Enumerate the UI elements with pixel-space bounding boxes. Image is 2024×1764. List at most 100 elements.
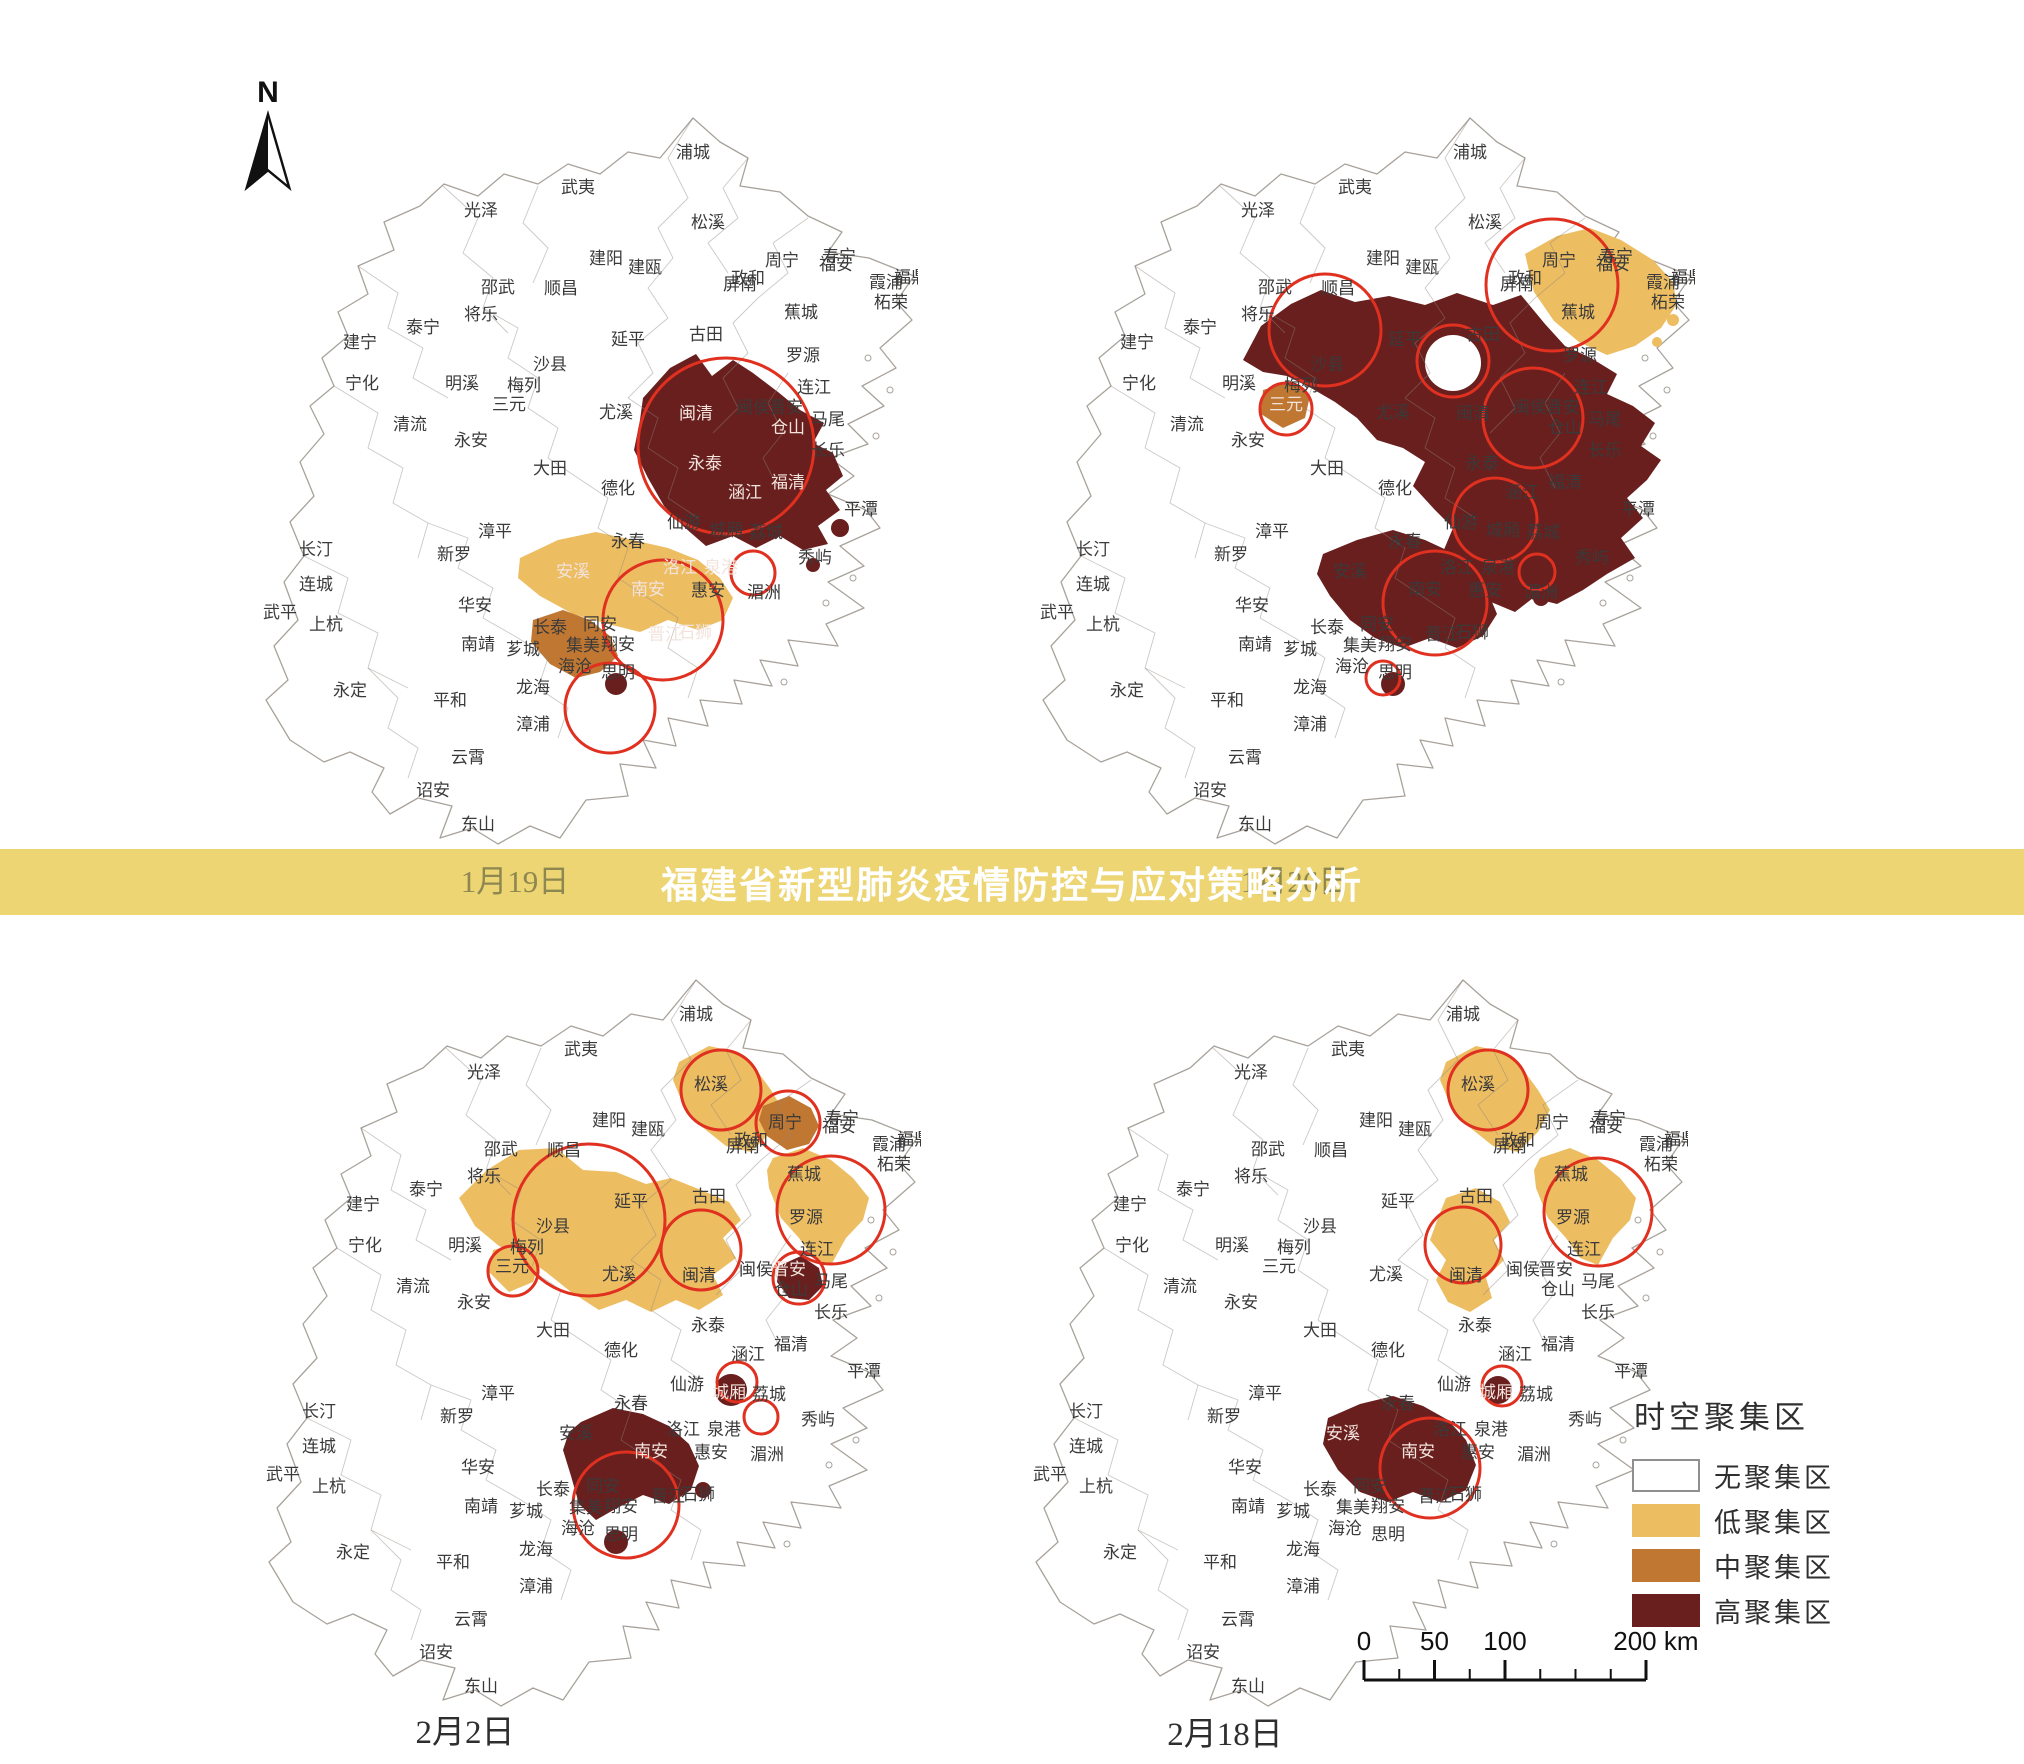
- county-label: 晋江: [1418, 1487, 1452, 1506]
- county-border-line: [1354, 477, 1426, 599]
- county-border-line: [1294, 637, 1346, 739]
- county-label: 柘荣: [1644, 1155, 1678, 1174]
- county-label: 沙县: [1303, 1217, 1337, 1236]
- county-label: 光泽: [464, 201, 498, 220]
- county-label: 同安: [586, 1477, 620, 1496]
- county-label: 寿宁: [1592, 1109, 1626, 1128]
- cluster-blob-low: [1534, 1148, 1636, 1265]
- county-border-line: [442, 185, 509, 334]
- county-label: 晋安: [1539, 1260, 1573, 1279]
- county-label: 罗源: [789, 1208, 823, 1227]
- county-label: 蕉城: [1561, 303, 1595, 322]
- county-border-line: [1299, 185, 1326, 284]
- county-label: 诏安: [419, 1643, 453, 1662]
- legend-item-label: 中聚集区: [1714, 1553, 1834, 1583]
- county-label: 光泽: [1234, 1063, 1268, 1082]
- county-border-line: [370, 1529, 422, 1641]
- province-outline: [268, 979, 918, 1707]
- cluster-circle: [486, 1244, 540, 1298]
- county-label: 政和: [1508, 269, 1542, 288]
- cluster-circle: [1451, 476, 1539, 564]
- county-border-line: [1532, 1234, 1559, 1351]
- legend-item-label: 高聚集区: [1714, 1598, 1834, 1628]
- county-border-line: [445, 1047, 512, 1196]
- county-label: 延平: [614, 1192, 648, 1211]
- county-label: 建阳: [1366, 249, 1400, 268]
- county-label: 将乐: [1241, 305, 1275, 324]
- county-label: 安溪: [559, 1424, 593, 1443]
- island-dot: [1641, 354, 1649, 362]
- county-label: 梅列: [507, 376, 541, 395]
- county-label: 连江: [1567, 1240, 1601, 1259]
- county-label: 闽侯: [736, 398, 770, 417]
- county-label: 云霄: [454, 1610, 488, 1629]
- county-label: 南安: [634, 1442, 668, 1461]
- county-label: 城厢: [709, 521, 743, 540]
- county-label: 龙海: [516, 678, 550, 697]
- county-label: 大田: [533, 459, 567, 478]
- cluster-blob-high: [1317, 530, 1497, 648]
- county-label: 寿宁: [825, 1109, 859, 1128]
- county-label: 长汀: [1069, 1402, 1103, 1421]
- county-label: 邵武: [481, 278, 515, 297]
- county-label: 集美: [566, 636, 600, 655]
- legend-item-label: 无聚集区: [1714, 1463, 1834, 1493]
- county-label: 长汀: [299, 540, 333, 559]
- county-border-line: [1127, 1127, 1219, 1261]
- county-label: 龙海: [1286, 1540, 1320, 1559]
- county-label: 南安: [631, 580, 665, 599]
- county-label: 古田: [689, 325, 723, 344]
- cluster-blob-low: [518, 532, 733, 632]
- island-dot: [1642, 1294, 1650, 1302]
- county-label: 永定: [1110, 681, 1144, 700]
- county-label: 平和: [433, 691, 467, 710]
- county-border-line: [660, 979, 697, 1121]
- county-label: 马尾: [1581, 1272, 1615, 1291]
- cluster-blob-mid: [759, 1096, 819, 1150]
- county-label: 清流: [393, 415, 427, 434]
- legend-swatch: [1632, 1459, 1700, 1492]
- county-label: 福鼎: [1664, 1130, 1688, 1149]
- county-label: 闽侯: [1513, 398, 1547, 417]
- county-label: 武夷: [561, 178, 595, 197]
- county-label: 大田: [1310, 459, 1344, 478]
- county-label: 仙游: [670, 1375, 704, 1394]
- county-border-line: [306, 1417, 412, 1551]
- county-border-line: [1110, 385, 1206, 559]
- county-label: 诏安: [1193, 781, 1227, 800]
- cluster-blob-high: [605, 673, 627, 695]
- county-label: 福清: [1541, 1335, 1575, 1354]
- county-border-line: [1212, 1047, 1279, 1196]
- cluster-blob-high: [831, 519, 849, 537]
- county-label: 惠安: [1468, 581, 1502, 600]
- county-label: 长泰: [533, 618, 567, 637]
- county-label: 连江: [800, 1240, 834, 1259]
- county-label: 秀屿: [801, 1410, 835, 1429]
- county-label: 永泰: [1465, 454, 1499, 473]
- county-label: 宁化: [348, 1236, 382, 1255]
- county-label: 集美: [569, 1498, 603, 1517]
- county-label: 荔城: [752, 1385, 786, 1404]
- county-label: 东山: [1238, 815, 1272, 834]
- county-label: 石狮: [678, 623, 712, 642]
- county-label: 清流: [1170, 415, 1204, 434]
- county-label: 华安: [1228, 1458, 1262, 1477]
- county-border-line: [627, 257, 674, 399]
- county-border-line: [1482, 1159, 1529, 1296]
- county-label: 华安: [1235, 596, 1269, 615]
- cluster-circle: [636, 356, 816, 536]
- county-label: 诏安: [1186, 1643, 1220, 1662]
- county-border-line: [333, 385, 429, 559]
- county-border-line: [630, 1119, 677, 1261]
- island-dot: [1592, 1461, 1600, 1469]
- county-border-line: [647, 597, 699, 699]
- county-label: 泉港: [704, 558, 738, 577]
- county-label: 梅列: [510, 1238, 544, 1257]
- county-label: 光泽: [1241, 201, 1275, 220]
- county-label: 上杭: [309, 615, 343, 634]
- county-label: 洛江: [666, 1420, 700, 1439]
- county-label: 湄洲: [750, 1445, 784, 1464]
- county-label: 南靖: [1238, 635, 1272, 654]
- cluster-circle: [1423, 1205, 1503, 1285]
- county-label: 长乐: [1588, 441, 1622, 460]
